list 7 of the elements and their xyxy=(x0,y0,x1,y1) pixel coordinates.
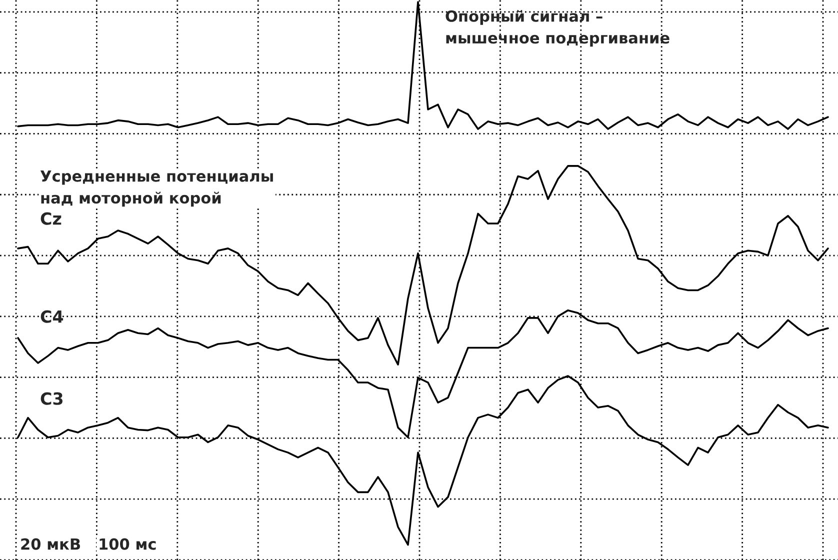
annotation: 100 мс xyxy=(100,538,156,550)
annotation: 20 мкВ xyxy=(21,538,80,550)
series-label: Опорный сигнал – мышечное подергивание xyxy=(446,10,670,47)
series-label: C4 xyxy=(40,310,64,323)
series-label: C3 xyxy=(40,392,62,405)
annotation: Усредненные потенциалы над моторной корой xyxy=(40,170,273,207)
series-label: Cz xyxy=(40,212,62,225)
